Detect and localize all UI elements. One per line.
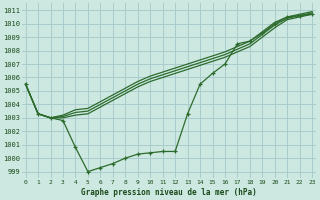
- X-axis label: Graphe pression niveau de la mer (hPa): Graphe pression niveau de la mer (hPa): [81, 188, 257, 197]
